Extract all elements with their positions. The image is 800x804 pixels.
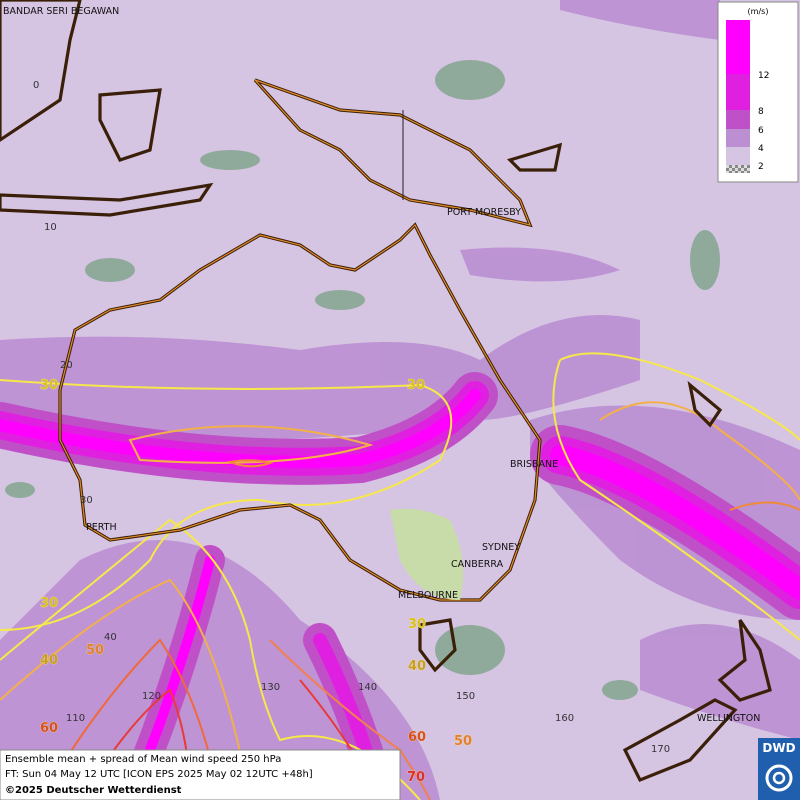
legend-unit: (m/s): [748, 7, 769, 16]
city-label: BANDAR SERI BEGAWAN: [3, 6, 119, 17]
contour-label: 30: [408, 617, 426, 632]
labels: BANDAR SERI BEGAWAN PORT MORESBY BRISBANE P…: [3, 6, 760, 785]
grid-label: 30: [80, 495, 93, 506]
legend-swatch: [726, 110, 750, 129]
grid-label: 160: [555, 713, 574, 724]
city-label: WELLINGTON: [697, 713, 760, 724]
contour-label: 50: [454, 734, 472, 749]
legend-swatch: [726, 74, 750, 110]
info-line: ©2025 Deutscher Wetterdienst: [5, 785, 182, 796]
legend-label: 2: [758, 162, 764, 172]
contour-label: 60: [408, 730, 426, 745]
legend: (m/s) 12 8 6 4 2: [717, 1, 799, 183]
city-label: PORT MORESBY: [447, 207, 521, 218]
contour-label: 50: [86, 643, 104, 658]
grid-label: 0: [33, 80, 39, 91]
city-label: MELBOURNE: [398, 590, 458, 601]
legend-swatch: [726, 147, 750, 165]
terrain: [390, 508, 464, 600]
city-label: PERTH: [86, 522, 117, 533]
info-box: Ensemble mean + spread of Mean wind spee…: [0, 749, 401, 801]
grid-label: 110: [66, 713, 85, 724]
contour-label: 30: [407, 378, 425, 393]
grid-label: 20: [60, 360, 73, 371]
legend-label: 8: [758, 107, 764, 117]
grid-label: 150: [456, 691, 475, 702]
legend-swatch: [726, 165, 750, 173]
info-line: Ensemble mean + spread of Mean wind spee…: [5, 754, 281, 765]
grid-label: 120: [142, 691, 161, 702]
grid-label: 170: [651, 744, 670, 755]
logo-text: DWD: [762, 741, 795, 755]
info-line: FT: Sun 04 May 12 UTC [ICON EPS 2025 May…: [5, 769, 313, 780]
contour-label: 30: [40, 596, 58, 611]
legend-swatch: [726, 129, 750, 147]
logo-icon: [765, 764, 793, 792]
city-label: CANBERRA: [451, 559, 504, 570]
grid-label: 140: [358, 682, 377, 693]
grid-label: 40: [104, 632, 117, 643]
city-label: BRISBANE: [510, 459, 558, 470]
contour-label: 40: [408, 659, 426, 674]
grid-label: 130: [261, 682, 280, 693]
legend-label: 4: [758, 144, 764, 154]
legend-swatch: [726, 20, 750, 74]
city-label: SYDNEY: [482, 542, 520, 553]
contour-label: 30: [40, 378, 58, 393]
land-outlines: [0, 0, 772, 783]
contour-label: 70: [407, 770, 425, 785]
grid-label: 10: [44, 222, 57, 233]
legend-label: 6: [758, 126, 764, 136]
logo-icon: [772, 771, 786, 785]
contour-label: 40: [40, 653, 58, 668]
green-patches: [5, 60, 720, 700]
info-background: [0, 749, 401, 801]
legend-label: 12: [758, 71, 769, 81]
logo: DWD: [758, 738, 800, 800]
contour-label: 60: [40, 721, 58, 736]
